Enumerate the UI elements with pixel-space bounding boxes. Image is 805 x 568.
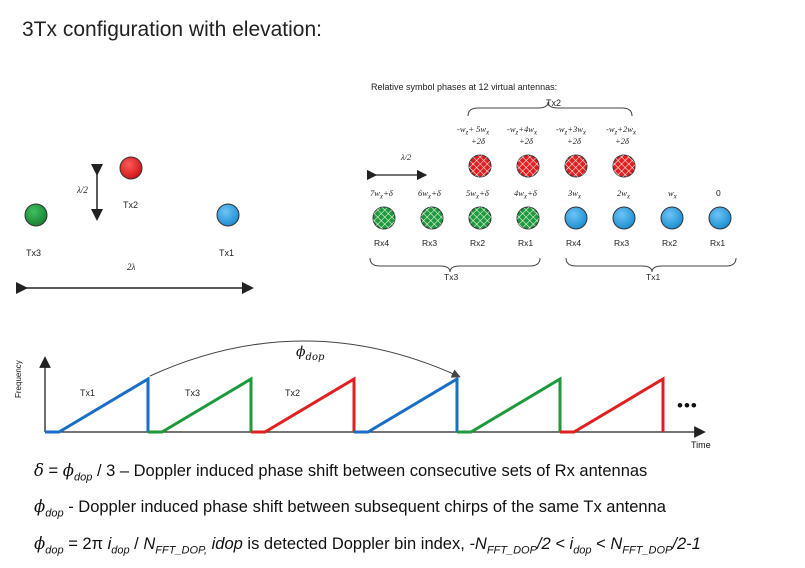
phase-mid-1: 7wx+δ <box>370 188 393 201</box>
phase-mid-3: 5wx+δ <box>466 188 489 201</box>
chirp-label-tx1: Tx1 <box>80 388 96 398</box>
chirp-tx2-3 <box>251 376 356 434</box>
chirp-tx2-6 <box>560 376 665 434</box>
chirp-tx3-5 <box>457 376 562 434</box>
rx-label-6: Rx3 <box>614 238 630 248</box>
tx2-virtual-row <box>468 154 636 178</box>
tx2-group-label: Tx2 <box>546 98 562 108</box>
phase-mid-7: wx <box>668 188 677 201</box>
chirp-label-tx3: Tx3 <box>185 388 201 398</box>
tx2-label: Tx2 <box>123 200 139 210</box>
phase-mid-8: 0 <box>716 188 721 198</box>
phase-top-2: -wz+4wx <box>507 124 538 137</box>
phase-top-3: -wz+3wx <box>556 124 587 137</box>
two-lambda-label: 2λ <box>127 262 136 272</box>
tx2-brace <box>467 101 633 117</box>
phase-mid-2: 6wx+δ <box>418 188 441 201</box>
chirp-sequence <box>45 376 665 434</box>
chirp-tx1-1 <box>45 376 150 434</box>
left-antenna-diagram <box>16 156 254 294</box>
phase-top-1: -wz+ 5wx <box>457 124 490 137</box>
tx3-group-label: Tx3 <box>444 272 459 282</box>
phase-top-4: -wz+2wx <box>606 124 637 137</box>
phase-mid-5: 3wx <box>568 188 582 201</box>
rx-label-1: Rx4 <box>374 238 390 248</box>
tx3-virtual-row <box>372 206 540 230</box>
tx1-antenna <box>216 203 240 227</box>
x-axis-label: Time <box>691 440 711 450</box>
equation-doppler-index: ϕdop = 2π idop / NFFT_DOP, idop is detec… <box>34 534 701 557</box>
phase-top-2b: +2δ <box>519 136 533 146</box>
virtual-antenna-diagram <box>366 101 737 273</box>
phi-dop-arc <box>149 340 461 378</box>
page-title: 3Tx configuration with elevation: <box>22 18 322 41</box>
tx2-antenna <box>119 156 143 180</box>
equation-delta: δ = ϕdop / 3 – Doppler induced phase shi… <box>34 461 648 484</box>
phase-mid-4: 4wx+δ <box>514 188 537 201</box>
tx1-virtual-row <box>564 206 732 230</box>
phase-top-1b: +2δ <box>471 136 485 146</box>
rx-label-4: Rx1 <box>518 238 534 248</box>
rx-label-2: Rx3 <box>422 238 438 248</box>
rx-label-3: Rx2 <box>470 238 486 248</box>
tx3-label: Tx3 <box>26 248 42 258</box>
chirp-tx1-4 <box>354 376 459 434</box>
rx-label-7: Rx2 <box>662 238 678 248</box>
phase-top-4b: +2δ <box>615 136 629 146</box>
tx1-brace <box>565 257 737 273</box>
rx-label-5: Rx4 <box>566 238 582 248</box>
tx1-group-label: Tx1 <box>646 272 661 282</box>
y-axis-label: Frequency <box>14 360 23 398</box>
phase-top-3b: +2δ <box>567 136 581 146</box>
half-lambda-label-right: λ/2 <box>401 152 412 162</box>
equation-phi-dop: ϕdop - Doppler induced phase shift betwe… <box>34 497 666 520</box>
half-lambda-label: λ/2 <box>77 185 88 195</box>
chirp-tx3-2 <box>148 376 253 434</box>
chirp-timing-diagram <box>39 340 706 438</box>
rx-label-8: Rx1 <box>710 238 726 248</box>
ellipsis: ••• <box>677 396 698 415</box>
phi-dop-label: ϕdop <box>296 344 325 363</box>
tx3-brace <box>369 257 541 273</box>
phase-mid-6: 2wx <box>617 188 631 201</box>
virtual-array-heading: Relative symbol phases at 12 virtual ant… <box>371 82 558 92</box>
tx3-antenna <box>24 203 48 227</box>
chirp-label-tx2: Tx2 <box>285 388 301 398</box>
tx1-label: Tx1 <box>219 248 235 258</box>
